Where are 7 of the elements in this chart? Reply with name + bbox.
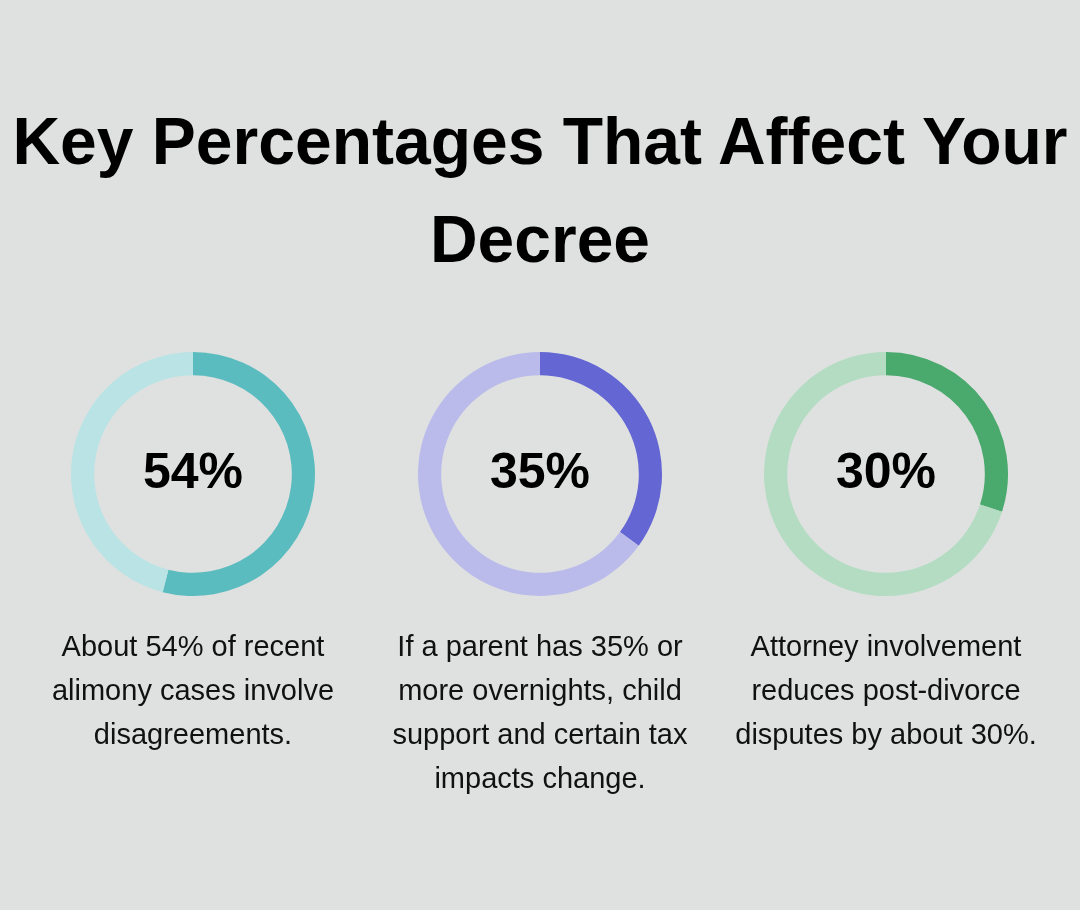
data-label: 35% <box>489 442 591 499</box>
text: Attorney involvement reduces post-divorce disputes by about 30%. <box>734 629 1038 752</box>
data-label: 54% <box>142 442 244 499</box>
text: About 54% of recent alimony cases involve disagreements. <box>50 629 336 752</box>
text: Key Percentages That Affect Your Decree <box>11 103 1069 278</box>
text: If a parent has 35% or more overnights, child support and certain tax impacts change. <box>391 629 689 796</box>
data-label: 30% <box>835 442 937 499</box>
